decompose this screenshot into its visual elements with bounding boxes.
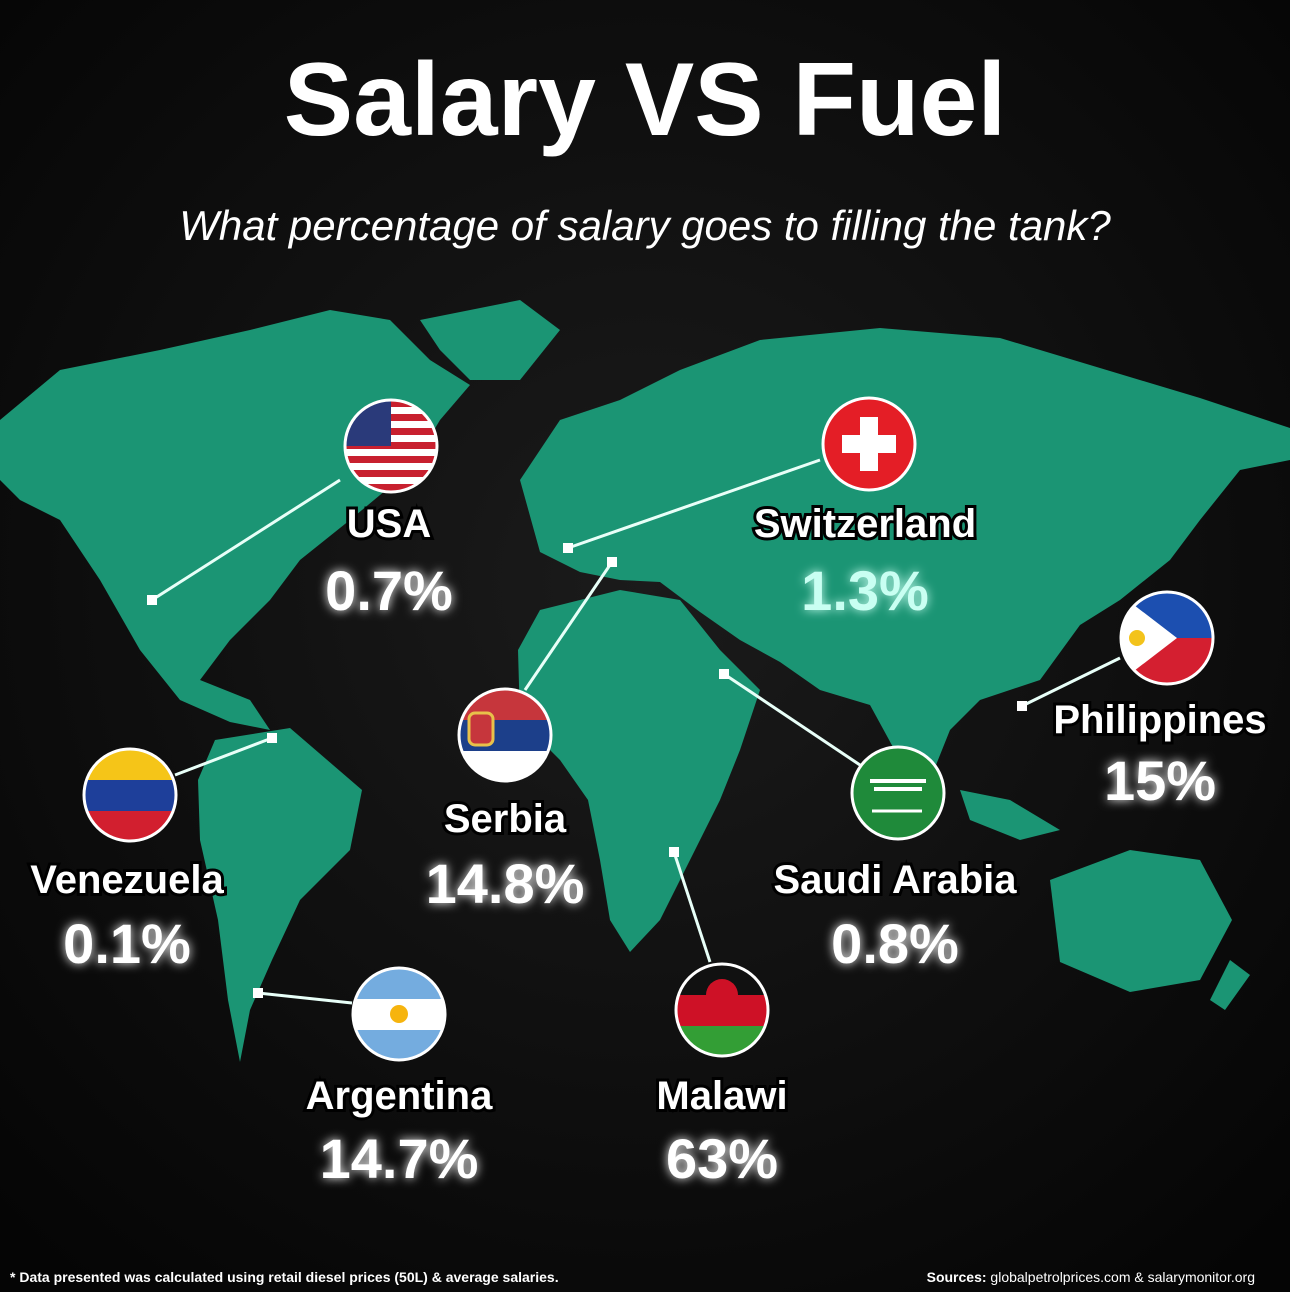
location-dot: [719, 669, 729, 679]
footnote: * Data presented was calculated using re…: [10, 1269, 559, 1285]
country-labels: USA 0.7% Switzerland 1.3% Philippines 15% Vene…: [27, 499, 1269, 1190]
connector-line: [257, 991, 353, 1005]
location-dot: [1017, 701, 1027, 711]
fuel-share: 14.8%: [426, 852, 585, 915]
flag-venezuela: [82, 747, 178, 843]
country-name: Serbia: [444, 797, 567, 841]
sources-label: Sources:: [927, 1269, 987, 1285]
country-name: USA: [347, 502, 431, 546]
connector-line: [174, 736, 273, 777]
flag-serbia: [457, 687, 553, 783]
flag-malawi: [674, 962, 770, 1058]
connector-line: [723, 672, 861, 767]
fuel-share: 0.7%: [325, 559, 453, 622]
location-dot: [267, 733, 277, 743]
sources: Sources: globalpetrolprices.com & salary…: [927, 1269, 1255, 1285]
flag-switzerland: [821, 396, 917, 492]
title: Salary VS Fuel: [284, 42, 1007, 158]
connector-line: [567, 458, 821, 550]
subtitle: What percentage of salary goes to fillin…: [179, 202, 1111, 249]
fuel-share: 15%: [1104, 749, 1216, 812]
world-map: [0, 300, 1290, 1062]
fuel-share: 63%: [666, 1127, 778, 1190]
country-name: Malawi: [656, 1074, 787, 1118]
location-dot: [607, 557, 617, 567]
connectors: [147, 458, 1121, 1005]
country-name: Switzerland: [754, 502, 976, 546]
fuel-share: 0.1%: [63, 912, 191, 975]
fuel-share: 14.7%: [320, 1127, 479, 1190]
connector-line: [151, 478, 341, 602]
connector-line: [1021, 656, 1121, 708]
connector-line: [523, 561, 614, 691]
flag-argentina: [351, 966, 447, 1062]
location-dot: [669, 847, 679, 857]
fuel-share: 0.8%: [831, 912, 959, 975]
country-name: Venezuela: [30, 858, 224, 902]
fuel-share: 1.3%: [801, 559, 929, 622]
location-dot: [147, 595, 157, 605]
location-dot: [253, 988, 263, 998]
sources-text: globalpetrolprices.com & salarymonitor.o…: [990, 1269, 1255, 1285]
country-name: Philippines: [1053, 698, 1266, 742]
connector-line: [672, 851, 712, 963]
flag-usa: [343, 398, 439, 494]
location-dot: [563, 543, 573, 553]
country-name: Saudi Arabia: [773, 858, 1017, 902]
flag-saudi-arabia: [850, 745, 946, 841]
country-name: Argentina: [306, 1074, 493, 1118]
